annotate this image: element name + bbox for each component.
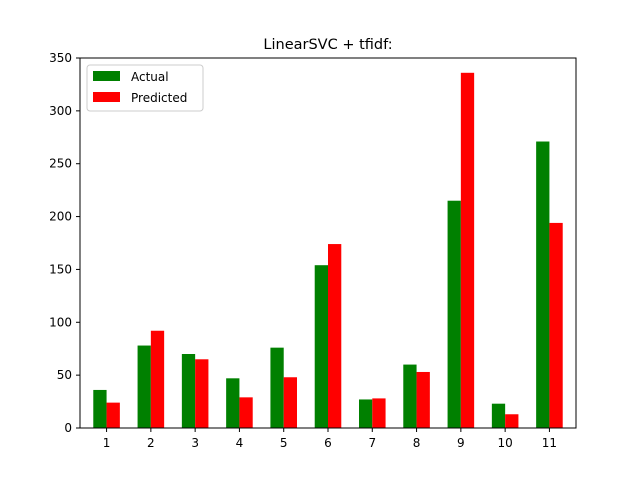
bar-actual-11 (536, 141, 550, 428)
bar-predicted-8 (416, 371, 430, 428)
y-tick-label: 0 (64, 421, 72, 435)
x-tick-label: 2 (147, 436, 155, 450)
bar-actual-4 (226, 378, 240, 428)
bar-actual-6 (314, 265, 328, 428)
x-tick-label: 1 (103, 436, 111, 450)
bar-predicted-4 (239, 397, 253, 428)
bar-actual-7 (359, 399, 373, 428)
y-axis: 0 50 100 150 200 250 300 350 (49, 51, 80, 435)
legend-swatch-predicted (93, 92, 120, 102)
bar-predicted-1 (106, 402, 120, 428)
legend-label-actual: Actual (131, 70, 169, 84)
bar-predicted-6 (328, 244, 342, 428)
bar-actual-8 (403, 364, 417, 428)
bar-actual-1 (93, 389, 107, 428)
bars-group (93, 72, 563, 429)
x-tick-label: 5 (280, 436, 288, 450)
bar-predicted-11 (549, 222, 563, 428)
plot-frame (79, 57, 577, 429)
legend-label-predicted: Predicted (131, 91, 187, 105)
legend-swatch-actual (93, 71, 120, 81)
bar-actual-9 (447, 200, 461, 428)
x-tick-label: 11 (542, 436, 557, 450)
chart-title: LinearSVC + tfidf: (263, 37, 392, 53)
bar-predicted-10 (505, 414, 519, 428)
x-tick-label: 3 (191, 436, 199, 450)
x-tick-label: 10 (498, 436, 513, 450)
bar-predicted-2 (150, 330, 165, 428)
bar-predicted-9 (460, 72, 475, 429)
bar-predicted-7 (372, 398, 386, 428)
x-tick-label: 7 (368, 436, 376, 450)
bar-actual-10 (491, 403, 506, 428)
bar-actual-5 (270, 347, 284, 428)
x-tick-label: 6 (324, 436, 332, 450)
y-tick-label: 50 (57, 368, 72, 382)
y-tick-label: 300 (49, 104, 72, 118)
x-tick-label: 9 (457, 436, 465, 450)
bar-predicted-5 (283, 377, 297, 428)
y-tick-label: 100 (49, 315, 72, 329)
bar-actual-2 (137, 345, 151, 428)
x-tick-label: 8 (413, 436, 421, 450)
legend: Actual Predicted (86, 64, 204, 112)
y-tick-label: 200 (49, 210, 72, 224)
x-tick-label: 4 (236, 436, 244, 450)
y-tick-label: 150 (49, 262, 72, 276)
bar-actual-3 (181, 354, 196, 428)
y-tick-label: 250 (49, 157, 72, 171)
x-axis: 1 2 3 4 5 6 7 8 9 10 11 (103, 428, 557, 450)
bar-predicted-3 (195, 359, 209, 428)
y-tick-label: 350 (49, 51, 72, 65)
